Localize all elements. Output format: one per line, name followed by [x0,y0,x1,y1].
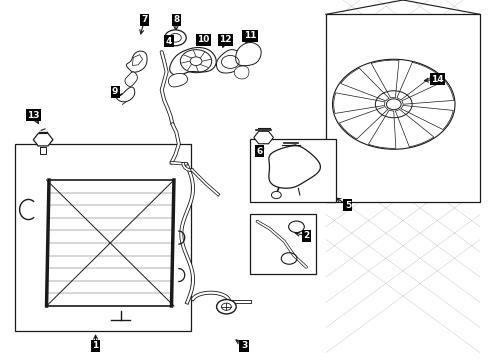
Polygon shape [371,60,399,98]
Polygon shape [132,55,143,66]
Text: 8: 8 [173,15,179,24]
Polygon shape [334,93,385,113]
Polygon shape [217,50,242,73]
Polygon shape [397,62,436,100]
Text: 7: 7 [141,15,148,24]
Bar [326,14,480,202]
Polygon shape [169,73,188,87]
Text: 1: 1 [93,341,98,350]
Bar [15,144,191,331]
Polygon shape [236,42,261,66]
Text: 3: 3 [241,341,247,350]
Text: 4: 4 [166,37,172,46]
Circle shape [165,30,186,46]
Polygon shape [340,107,388,139]
Text: 9: 9 [112,87,119,96]
Polygon shape [368,110,396,148]
Circle shape [271,192,281,199]
Text: 10: 10 [197,35,210,44]
Bar [250,214,316,274]
Text: 2: 2 [303,231,309,240]
Polygon shape [33,134,53,146]
Text: 11: 11 [244,31,256,40]
Text: 6: 6 [257,147,263,156]
Bar [250,139,336,202]
Polygon shape [341,68,389,101]
Polygon shape [125,72,137,86]
Text: 14: 14 [431,75,444,84]
Polygon shape [402,81,454,104]
Polygon shape [269,146,320,188]
Text: H1010: H1010 [172,237,176,249]
Polygon shape [234,66,249,79]
Text: 5: 5 [345,201,351,210]
Polygon shape [117,87,135,102]
Circle shape [217,300,236,314]
Polygon shape [170,48,216,76]
Text: 12: 12 [219,35,232,44]
Polygon shape [395,109,434,147]
Polygon shape [126,51,147,72]
Text: 13: 13 [27,111,40,120]
Circle shape [387,99,401,110]
Polygon shape [401,105,453,130]
Polygon shape [254,131,273,144]
